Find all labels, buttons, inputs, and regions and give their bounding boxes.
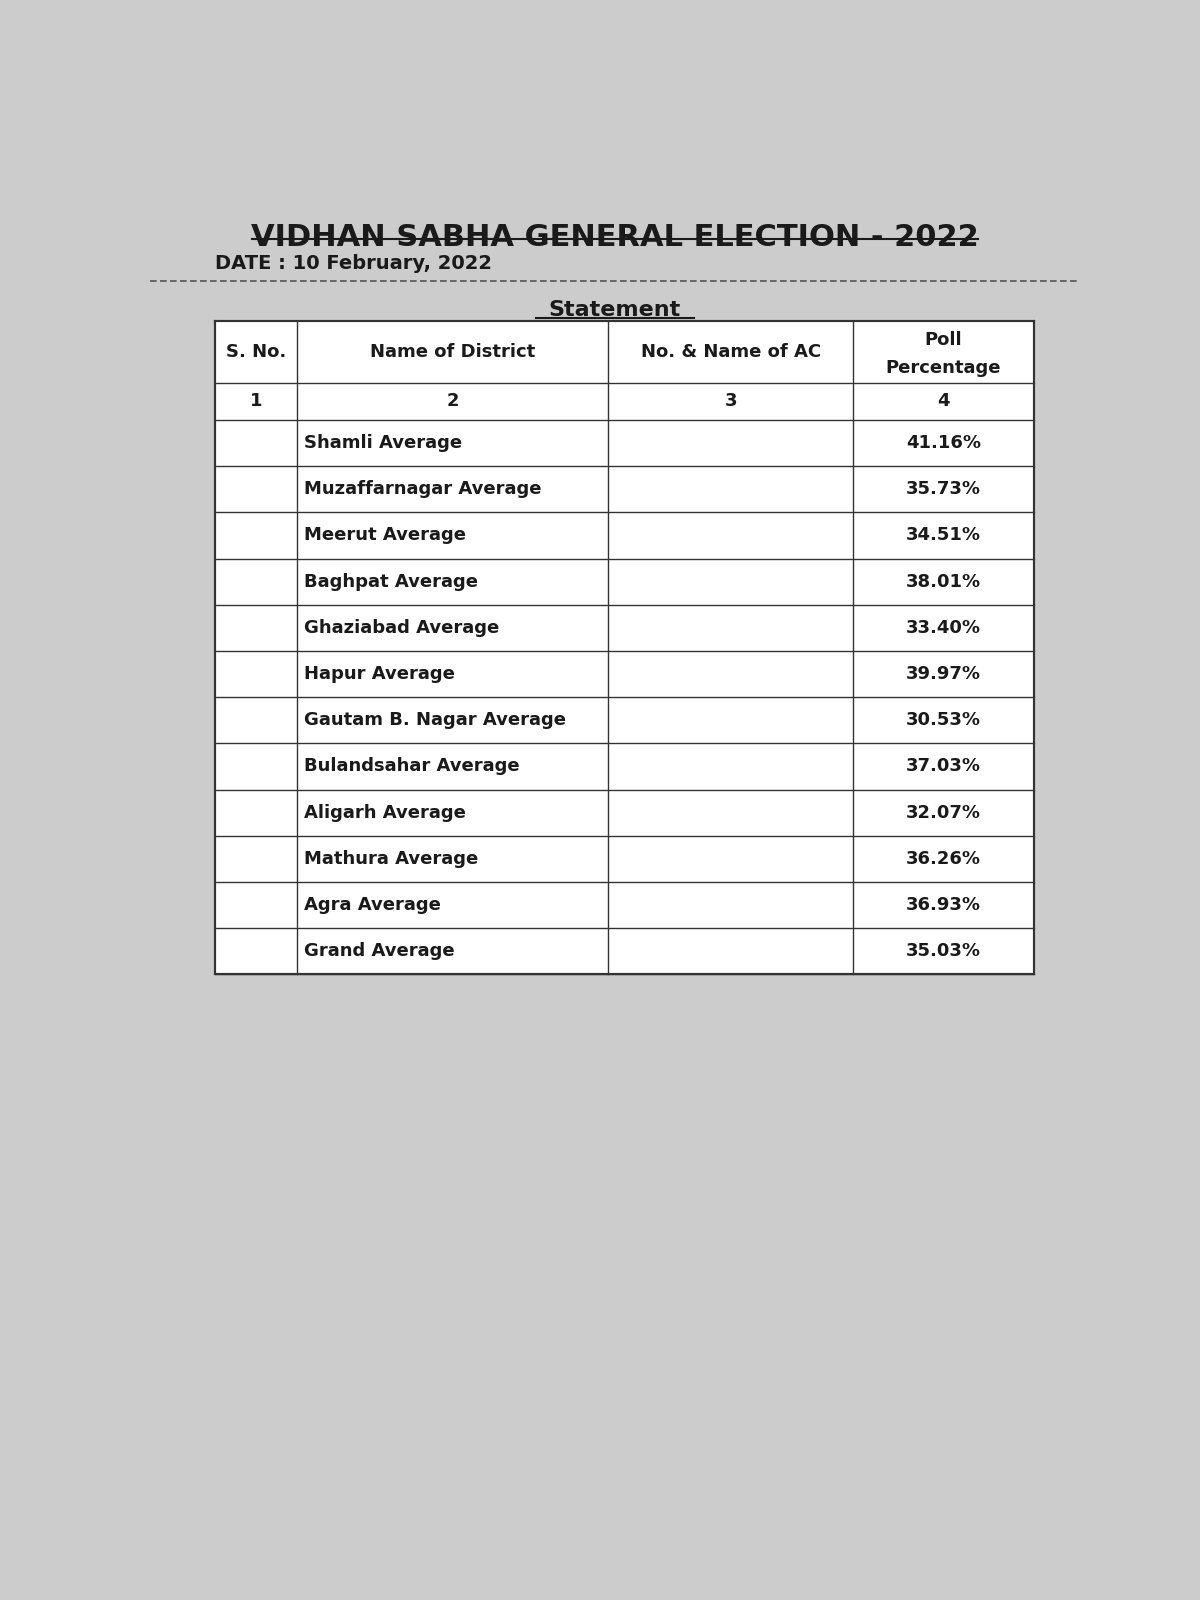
Text: S. No.: S. No. [226, 342, 286, 362]
Text: 30.53%: 30.53% [906, 712, 980, 730]
Text: Percentage: Percentage [886, 358, 1001, 378]
Text: 1: 1 [250, 392, 263, 411]
Text: Baghpat Average: Baghpat Average [305, 573, 479, 590]
Text: 34.51%: 34.51% [906, 526, 980, 544]
Text: Gautam B. Nagar Average: Gautam B. Nagar Average [305, 712, 566, 730]
Text: Name of District: Name of District [370, 342, 535, 362]
Text: 36.26%: 36.26% [906, 850, 980, 867]
Text: VIDHAN SABHA GENERAL ELECTION - 2022: VIDHAN SABHA GENERAL ELECTION - 2022 [251, 222, 979, 251]
Text: 41.16%: 41.16% [906, 434, 980, 453]
Text: 35.73%: 35.73% [906, 480, 980, 498]
Text: 38.01%: 38.01% [906, 573, 982, 590]
FancyBboxPatch shape [215, 322, 1033, 974]
Text: Statement: Statement [548, 301, 682, 320]
Text: 2: 2 [446, 392, 458, 411]
Text: 36.93%: 36.93% [906, 896, 980, 914]
Text: DATE : 10 February, 2022: DATE : 10 February, 2022 [215, 254, 492, 272]
Text: 32.07%: 32.07% [906, 803, 980, 822]
Text: 4: 4 [937, 392, 949, 411]
Text: Grand Average: Grand Average [305, 942, 455, 960]
Text: 39.97%: 39.97% [906, 666, 980, 683]
Text: Mathura Average: Mathura Average [305, 850, 479, 867]
Text: Poll: Poll [925, 331, 962, 349]
Text: Ghaziabad Average: Ghaziabad Average [305, 619, 499, 637]
Text: 37.03%: 37.03% [906, 757, 980, 776]
Text: Shamli Average: Shamli Average [305, 434, 462, 453]
Text: Hapur Average: Hapur Average [305, 666, 455, 683]
Text: Agra Average: Agra Average [305, 896, 442, 914]
Text: 3: 3 [725, 392, 737, 411]
Text: 35.03%: 35.03% [906, 942, 980, 960]
Text: Meerut Average: Meerut Average [305, 526, 467, 544]
Text: Bulandsahar Average: Bulandsahar Average [305, 757, 520, 776]
Text: Aligarh Average: Aligarh Average [305, 803, 467, 822]
Text: Muzaffarnagar Average: Muzaffarnagar Average [305, 480, 542, 498]
Text: 33.40%: 33.40% [906, 619, 980, 637]
Text: No. & Name of AC: No. & Name of AC [641, 342, 821, 362]
